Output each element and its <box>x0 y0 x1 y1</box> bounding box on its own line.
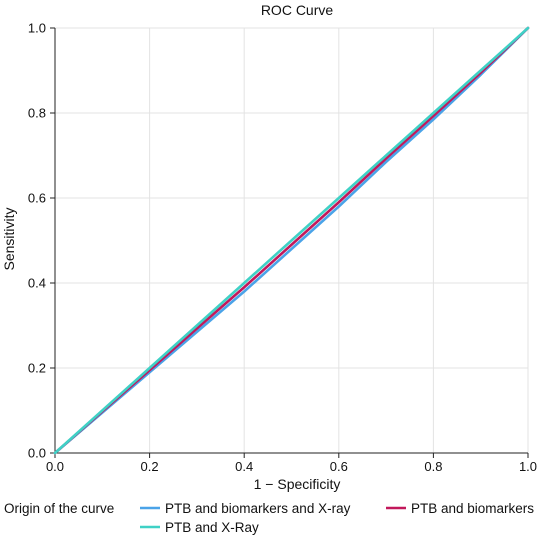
y-tick-label: 0.4 <box>28 276 46 291</box>
tick-label-layer: 0.0 0.2 0.4 0.6 0.8 1.0 0.0 0.2 0.4 0.6 0.8 1.0 <box>28 21 537 475</box>
legend: Origin of the curve PTB and biomarkers a… <box>4 501 534 535</box>
y-tick-label: 1.0 <box>28 21 46 36</box>
x-tick-label: 0.0 <box>46 459 64 474</box>
y-tick-label: 0.6 <box>28 191 46 206</box>
legend-label-2: PTB and X-Ray <box>165 520 259 535</box>
legend-title: Origin of the curve <box>4 501 114 516</box>
chart-title: ROC Curve <box>261 2 334 18</box>
y-axis-title: Sensitivity <box>1 207 17 270</box>
y-tick-label: 0.2 <box>28 361 46 376</box>
y-tick-label: 0.8 <box>28 106 46 121</box>
series-line-0 <box>53 26 530 455</box>
axis-layer <box>50 27 529 458</box>
x-tick-label: 0.8 <box>424 459 442 474</box>
x-tick-label: 1.0 <box>519 459 537 474</box>
series-line-2 <box>53 26 530 455</box>
legend-label-1: PTB and biomarkers <box>411 501 534 516</box>
y-tick-label: 0.0 <box>28 446 46 461</box>
x-tick-label: 0.2 <box>141 459 159 474</box>
x-axis-title: 1 − Specificity <box>254 476 341 492</box>
x-tick-label: 0.6 <box>330 459 348 474</box>
x-tick-label: 0.4 <box>235 459 253 474</box>
series-layer <box>53 26 530 455</box>
legend-label-0: PTB and biomarkers and X-ray <box>165 501 351 516</box>
